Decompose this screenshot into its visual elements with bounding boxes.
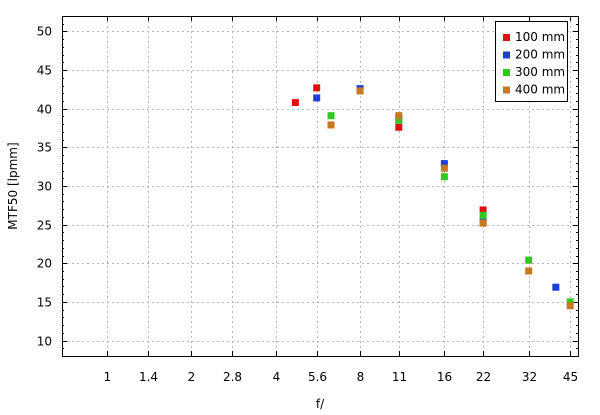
data-point-300-mm bbox=[327, 112, 335, 120]
x-tick-label: 22 bbox=[476, 370, 491, 384]
data-point-200-mm bbox=[552, 283, 560, 291]
y-tick-label: 45 bbox=[37, 64, 52, 78]
legend-swatch bbox=[503, 34, 510, 41]
x-tick-label: 2 bbox=[188, 370, 196, 384]
y-tick-label: 40 bbox=[37, 103, 52, 117]
data-point-400-mm bbox=[327, 121, 335, 129]
legend-swatch bbox=[503, 86, 510, 94]
data-point-400-mm bbox=[525, 267, 533, 275]
legend-label: 200 mm bbox=[515, 48, 565, 62]
x-tick-label: 4 bbox=[273, 370, 281, 384]
legend-label: 400 mm bbox=[515, 83, 565, 97]
x-tick-label: 8 bbox=[357, 370, 365, 384]
legend-swatch bbox=[503, 51, 510, 59]
data-point-400-mm bbox=[356, 87, 364, 95]
y-tick-label: 15 bbox=[37, 296, 52, 310]
data-point-100-mm bbox=[313, 84, 321, 92]
x-tick-label: 11 bbox=[392, 370, 407, 384]
data-point-300-mm bbox=[525, 256, 533, 264]
x-tick-label: 1 bbox=[104, 370, 112, 384]
data-point-400-mm bbox=[440, 164, 448, 172]
x-axis-title: f/ bbox=[316, 397, 325, 411]
data-point-400-mm bbox=[566, 302, 574, 310]
data-point-300-mm bbox=[395, 116, 403, 124]
y-tick-label: 20 bbox=[37, 257, 52, 271]
data-point-300-mm bbox=[479, 211, 487, 219]
data-points bbox=[291, 84, 574, 310]
legend-swatch bbox=[503, 69, 510, 76]
y-axis-title: MTF50 [lpmm] bbox=[6, 142, 20, 229]
y-tick-label: 10 bbox=[37, 335, 52, 349]
x-tick-label: 5.6 bbox=[308, 370, 327, 384]
data-point-200-mm bbox=[440, 160, 448, 168]
x-tick-label: 1.4 bbox=[139, 370, 158, 384]
x-tick-label: 45 bbox=[563, 370, 578, 384]
data-point-400-mm bbox=[395, 112, 403, 120]
x-tick-label: 2.8 bbox=[223, 370, 242, 384]
data-point-100-mm bbox=[479, 206, 487, 214]
y-axis: 10 15 20 25 30 35 40 45 50 bbox=[37, 16, 578, 349]
y-tick-label: 50 bbox=[37, 25, 52, 39]
data-point-100-mm bbox=[291, 99, 299, 107]
x-tick-label: 32 bbox=[522, 370, 537, 384]
y-tick-label: 30 bbox=[37, 180, 52, 194]
data-point-200-mm bbox=[313, 94, 321, 102]
data-point-300-mm bbox=[566, 298, 574, 306]
x-axis: 1 1.4 2 2.8 4 5.6 8 11 16 22 32 45 bbox=[104, 16, 578, 384]
legend-label: 100 mm bbox=[515, 30, 565, 44]
y-tick-label: 25 bbox=[37, 219, 52, 233]
y-tick-label: 35 bbox=[37, 141, 52, 155]
data-point-400-mm bbox=[479, 219, 487, 227]
x-tick-label: 16 bbox=[437, 370, 452, 384]
legend-label: 300 mm bbox=[515, 65, 565, 79]
data-point-100-mm bbox=[395, 123, 403, 131]
data-point-300-mm bbox=[440, 173, 448, 181]
legend: 100 mm 200 mm 300 mm 400 mm bbox=[495, 21, 568, 102]
